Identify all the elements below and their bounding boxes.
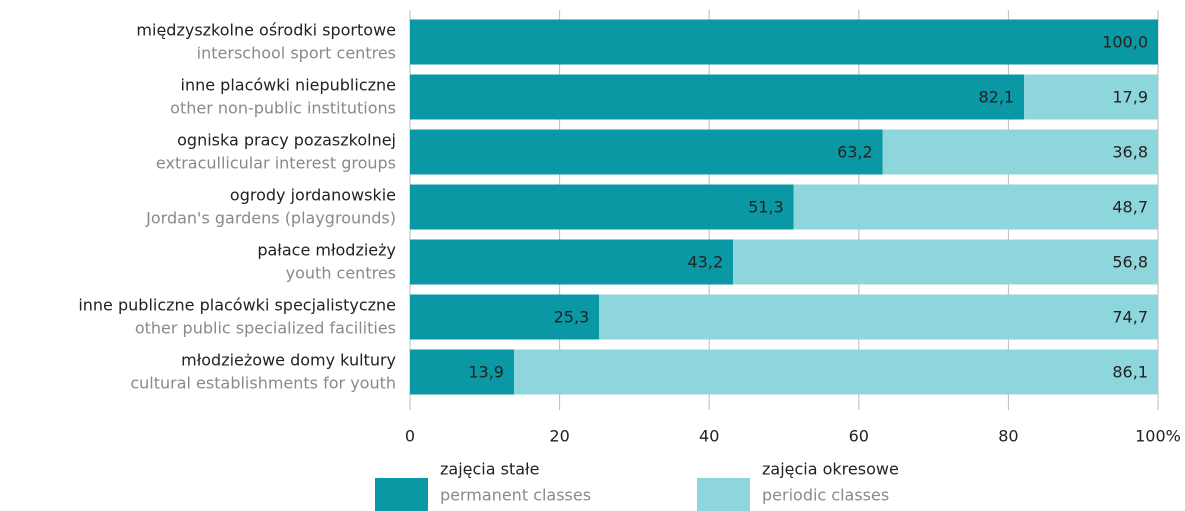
category-label: młodzieżowe domy kultury xyxy=(181,351,396,370)
legend-label-en: periodic classes xyxy=(762,486,889,505)
category-label-en: other non-public institutions xyxy=(170,99,396,118)
x-tick-label: 0 xyxy=(405,427,415,446)
value-label: 63,2 xyxy=(837,143,873,162)
value-label: 25,3 xyxy=(554,308,590,327)
x-tick-label: 80 xyxy=(998,427,1018,446)
bar-segment xyxy=(410,349,514,395)
category-label: pałace młodzieży xyxy=(257,241,396,260)
bar-segment xyxy=(410,129,883,175)
value-label: 36,8 xyxy=(1112,143,1148,162)
bar-segment xyxy=(410,19,1158,65)
value-label: 74,7 xyxy=(1112,308,1148,327)
category-label: inne publiczne placówki specjalistyczne xyxy=(78,296,396,315)
bar-segment xyxy=(410,294,600,340)
legend-label-en: permanent classes xyxy=(440,486,591,505)
x-tick-label: 60 xyxy=(849,427,869,446)
category-label: ogniska pracy pozaszkolnej xyxy=(177,131,396,150)
bar-segment xyxy=(599,294,1158,340)
bar-segment xyxy=(1024,74,1158,120)
category-label-en: cultural establishments for youth xyxy=(130,374,396,393)
bar-segment xyxy=(410,239,734,285)
value-label: 43,2 xyxy=(688,253,724,272)
value-label: 51,3 xyxy=(748,198,784,217)
x-tick-label: 40 xyxy=(699,427,719,446)
value-label: 86,1 xyxy=(1112,363,1148,382)
bar-segment xyxy=(513,349,1158,395)
legend-label: zajęcia okresowe xyxy=(762,460,899,479)
category-label-en: other public specialized facilities xyxy=(135,319,396,338)
legend-swatch xyxy=(375,478,428,511)
legend-label: zajęcia stałe xyxy=(440,460,539,479)
bar-segment xyxy=(410,184,794,230)
bar-segment xyxy=(410,74,1025,120)
legend-swatch xyxy=(697,478,750,511)
bar-segment xyxy=(882,129,1158,175)
category-label-en: Jordan's gardens (playgrounds) xyxy=(145,209,396,228)
value-label: 56,8 xyxy=(1112,253,1148,272)
x-tick-label: 100% xyxy=(1135,427,1181,446)
value-label: 13,9 xyxy=(468,363,504,382)
value-label: 100,0 xyxy=(1102,33,1148,52)
bar-segment xyxy=(733,239,1158,285)
category-label-en: extracullicular interest groups xyxy=(156,154,396,173)
value-label: 48,7 xyxy=(1112,198,1148,217)
x-tick-label: 20 xyxy=(549,427,569,446)
category-label: inne placówki niepubliczne xyxy=(181,76,396,95)
category-label-en: youth centres xyxy=(286,264,396,283)
category-label: międzyszkolne ośrodki sportowe xyxy=(136,21,396,40)
bar-segment xyxy=(793,184,1158,230)
value-label: 17,9 xyxy=(1112,88,1148,107)
category-label-en: interschool sport centres xyxy=(197,44,396,63)
category-label: ogrody jordanowskie xyxy=(230,186,396,205)
value-label: 82,1 xyxy=(978,88,1014,107)
